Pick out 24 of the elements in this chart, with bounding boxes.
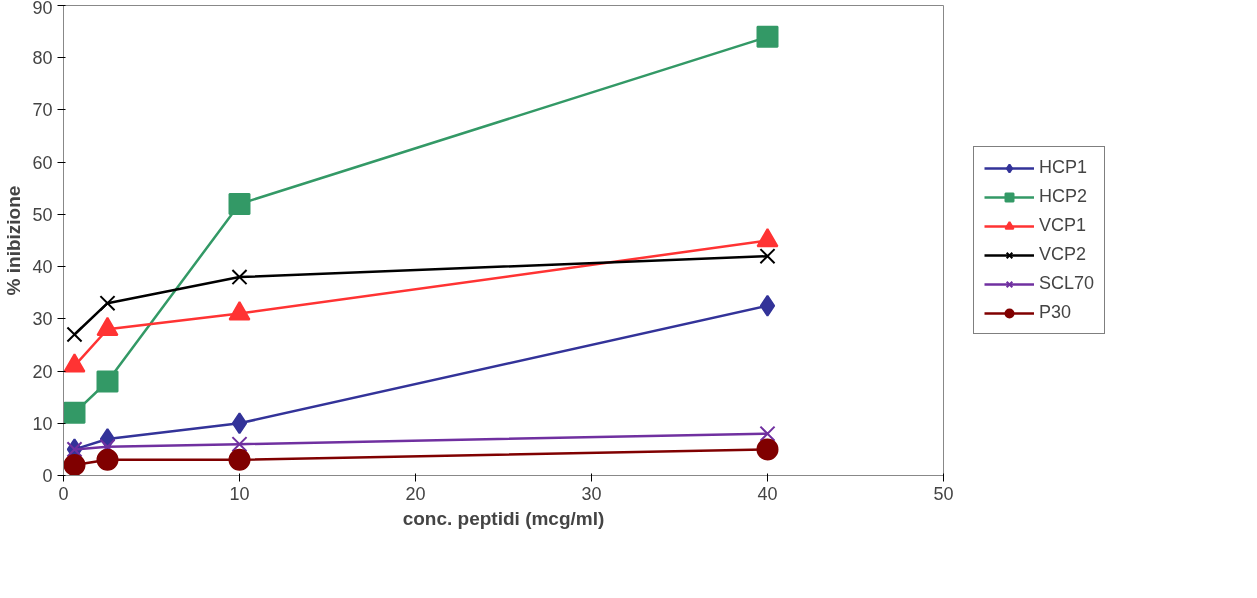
legend-label: P30 [1039,302,1072,323]
legend-label: HCP1 [1039,157,1088,178]
legend-label: VCP2 [1039,244,1087,265]
x-tick-label: 50 [933,483,954,504]
x-axis-title: conc. peptidi (mcg/ml) [402,507,605,529]
y-tick-label: 90 [32,0,53,18]
legend-label: VCP1 [1039,215,1087,236]
y-tick-label: 0 [42,466,53,486]
x-tick-label: 20 [405,483,426,504]
x-tick-label: 30 [581,483,602,504]
x-tick-label: 0 [58,483,69,504]
y-tick-label: 70 [32,100,53,121]
y-tick-label: 50 [32,204,53,225]
legend-label: SCL70 [1039,273,1095,294]
y-tick-label: 60 [32,152,53,173]
y-tick-label: 10 [32,413,53,434]
legend-label: HCP2 [1039,186,1088,207]
y-tick-label: 30 [32,309,53,330]
y-tick-label: 20 [32,361,53,382]
y-axis-title: % inibizione [3,185,25,296]
x-tick-label: 40 [757,483,778,504]
y-tick-label: 40 [32,257,53,278]
x-tick-label: 10 [229,483,250,504]
y-tick-label: 80 [32,48,53,69]
